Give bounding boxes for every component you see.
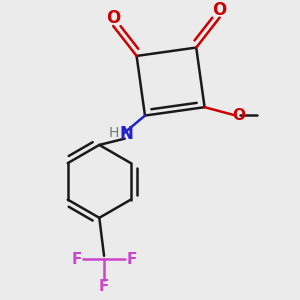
Text: F: F	[99, 279, 109, 294]
Text: H: H	[109, 126, 119, 140]
Text: F: F	[126, 251, 137, 266]
Text: N: N	[119, 125, 133, 143]
Text: F: F	[71, 251, 82, 266]
Text: O: O	[212, 1, 227, 19]
Text: O: O	[106, 9, 120, 27]
Text: O: O	[232, 108, 245, 123]
